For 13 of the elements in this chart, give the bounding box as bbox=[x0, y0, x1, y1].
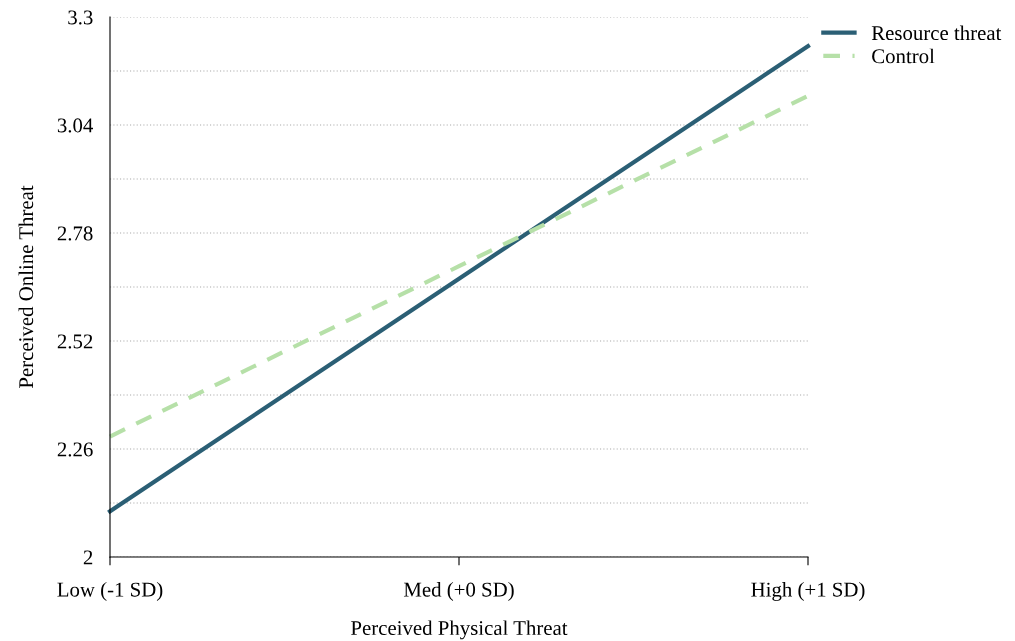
x-tick-label: Med (+0 SD) bbox=[403, 582, 514, 601]
legend-label: Resource threat bbox=[871, 25, 1002, 41]
y-axis-title: Perceived Online Threat bbox=[18, 185, 34, 389]
y-tick-label: 2 bbox=[83, 550, 93, 565]
x-tick-label: High (+1 SD) bbox=[751, 582, 865, 601]
y-tick-label: 2.52 bbox=[57, 334, 93, 349]
y-tick-label: 3.04 bbox=[57, 118, 94, 133]
y-tick-label: 3.3 bbox=[68, 10, 93, 25]
y-tick-label: 2.26 bbox=[57, 442, 93, 457]
x-tick-label: Low (-1 SD) bbox=[57, 582, 163, 601]
y-tick-label: 2.78 bbox=[57, 226, 93, 241]
legend-label: Control bbox=[872, 48, 935, 64]
x-axis-title: Perceived Physical Threat bbox=[351, 620, 568, 640]
